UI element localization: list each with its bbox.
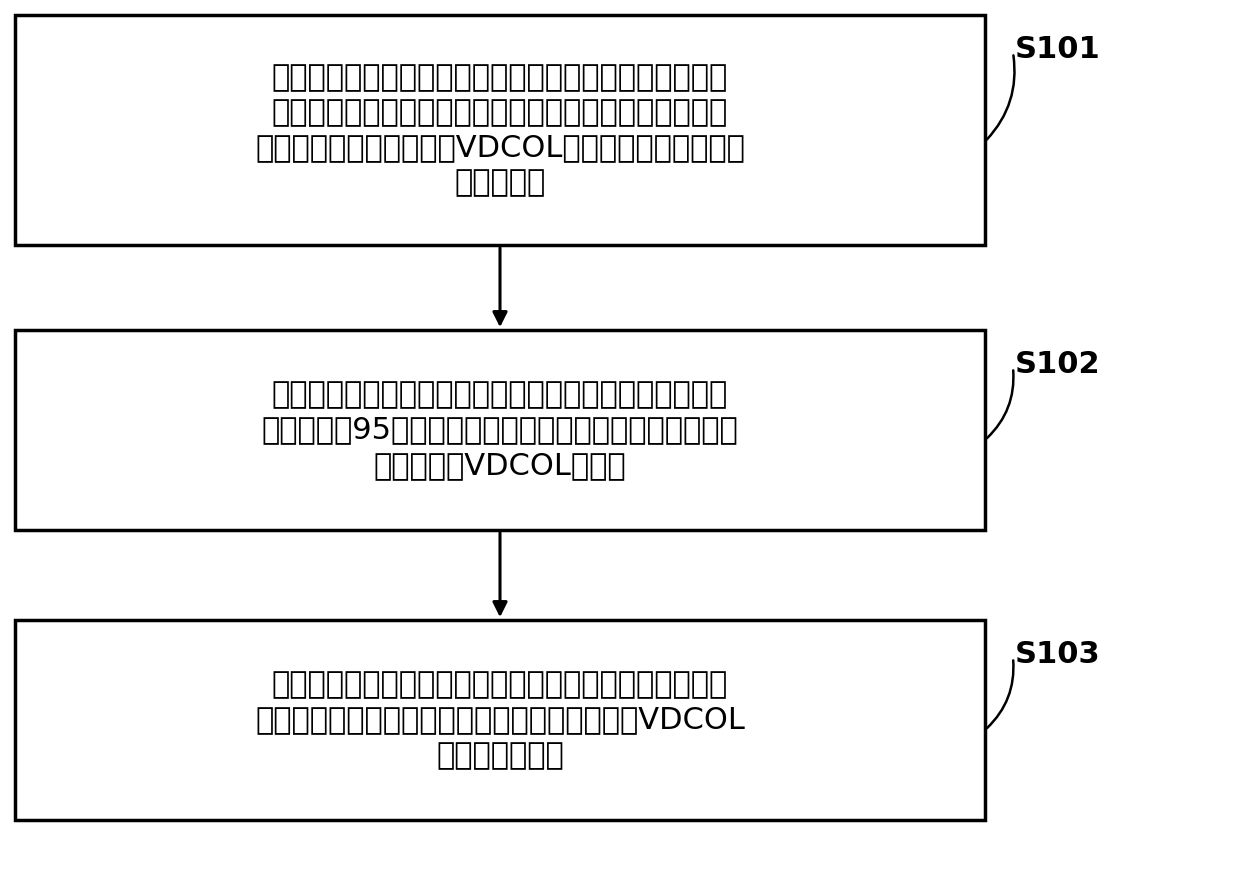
Bar: [15, 620, 985, 820]
Text: 当检测到逆变侧交流电压恢复正常后，撤销逆变侧旁通对: 当检测到逆变侧交流电压恢复正常后，撤销逆变侧旁通对: [272, 670, 728, 699]
FancyArrowPatch shape: [987, 55, 1014, 139]
Text: 在检测到直流系统发生换相失败时，逆变侧获取到换相失: 在检测到直流系统发生换相失败时，逆变侧获取到换相失: [272, 63, 728, 92]
Bar: [15, 15, 985, 245]
Text: ，取消整流侧触发角限值，恢复逆变侧和整流侧VDCOL: ，取消整流侧触发角限值，恢复逆变侧和整流侧VDCOL: [255, 705, 745, 735]
FancyArrowPatch shape: [987, 661, 1013, 728]
Text: 的原有参数设置: 的原有参数设置: [436, 741, 564, 770]
Text: 败信号后在逆变侧投入旁通对，并根据换相失败期间电流: 败信号后在逆变侧投入旁通对，并根据换相失败期间电流: [272, 98, 728, 127]
Bar: [15, 330, 985, 530]
Text: S102: S102: [1016, 350, 1101, 379]
Text: 相失败信号: 相失败信号: [454, 168, 546, 198]
Text: 调整整流侧VDCOL的参数: 调整整流侧VDCOL的参数: [373, 451, 626, 480]
Text: S103: S103: [1016, 640, 1101, 669]
FancyArrowPatch shape: [987, 370, 1013, 438]
Text: 整流侧收到逆变侧发出的换相失败信号后，降低整流侧触: 整流侧收到逆变侧发出的换相失败信号后，降低整流侧触: [272, 380, 728, 409]
Text: 发角限值至95度，并根据换相失败期间电流指令值的大小: 发角限值至95度，并根据换相失败期间电流指令值的大小: [262, 416, 738, 444]
Text: S101: S101: [1016, 35, 1101, 64]
Text: 指令值的大小调整逆变侧VDCOL的参数；逆变侧发出换: 指令值的大小调整逆变侧VDCOL的参数；逆变侧发出换: [255, 133, 745, 162]
